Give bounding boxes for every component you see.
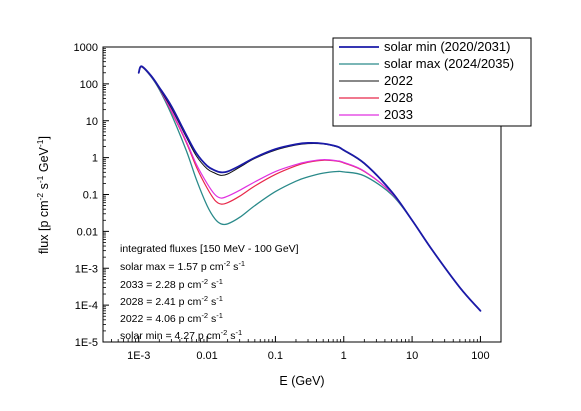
legend-label-solar-min: solar min (2020/2031) xyxy=(384,39,510,54)
x-tick-label: 1 xyxy=(341,350,347,362)
legend-box xyxy=(332,37,532,127)
y-tick-label: 1E-4 xyxy=(75,300,98,312)
x-tick-labels: 1E-3 0.01 0.1 1 10 100 xyxy=(127,350,489,362)
note-line-2033: 2033 = 2.28 p cm-2 s-1 xyxy=(120,277,223,291)
integrated-fluxes-note: integrated fluxes [150 MeV - 100 GeV] so… xyxy=(120,243,299,342)
x-tick-label: 1E-3 xyxy=(127,350,150,362)
legend-label-solar-max: solar max (2024/2035) xyxy=(384,56,514,71)
series-line-solar-max-2024-2035 xyxy=(138,66,482,312)
note-line-solar-min: solar min = 4.27 p cm-2 s-1 xyxy=(120,328,242,342)
series-group xyxy=(137,65,482,312)
axis-ticks xyxy=(102,46,502,343)
note-title: integrated fluxes [150 MeV - 100 GeV] xyxy=(120,243,299,255)
y-tick-label: 1000 xyxy=(74,42,98,54)
series-line-solar-min-2020-2031 xyxy=(137,65,482,312)
x-tick-label: 10 xyxy=(406,350,418,362)
x-axis-title: E (GeV) xyxy=(279,374,324,388)
y-tick-label: 1 xyxy=(92,153,98,165)
legend-label-2028: 2028 xyxy=(384,90,413,105)
legend-label-2022: 2022 xyxy=(384,73,413,88)
y-axis-title: flux [p cm-2 s-1 GeV-1] xyxy=(35,136,51,254)
y-tick-label: 0.1 xyxy=(83,190,98,202)
x-tick-label: 0.1 xyxy=(268,350,283,362)
note-line-2028: 2028 = 2.41 p cm-2 s-1 xyxy=(120,294,223,308)
note-line-2022: 2022 = 4.06 p cm-2 s-1 xyxy=(120,311,223,325)
x-tick-label: 0.01 xyxy=(196,350,217,362)
x-tick-label: 100 xyxy=(471,350,489,362)
y-tick-labels: 1E-5 1E-4 1E-3 0.01 0.1 1 10 100 1000 xyxy=(74,42,98,349)
y-tick-label: 0.01 xyxy=(77,226,98,238)
legend-label-2033: 2033 xyxy=(384,107,413,122)
legend: solar min (2020/2031) solar max (2024/20… xyxy=(332,37,532,127)
y-tick-label: 100 xyxy=(80,79,98,91)
y-tick-label: 1E-5 xyxy=(75,337,98,349)
y-tick-label: 10 xyxy=(86,116,98,128)
y-tick-label: 1E-3 xyxy=(75,263,98,275)
note-line-solar-max: solar max = 1.57 p cm-2 s-1 xyxy=(120,259,245,273)
